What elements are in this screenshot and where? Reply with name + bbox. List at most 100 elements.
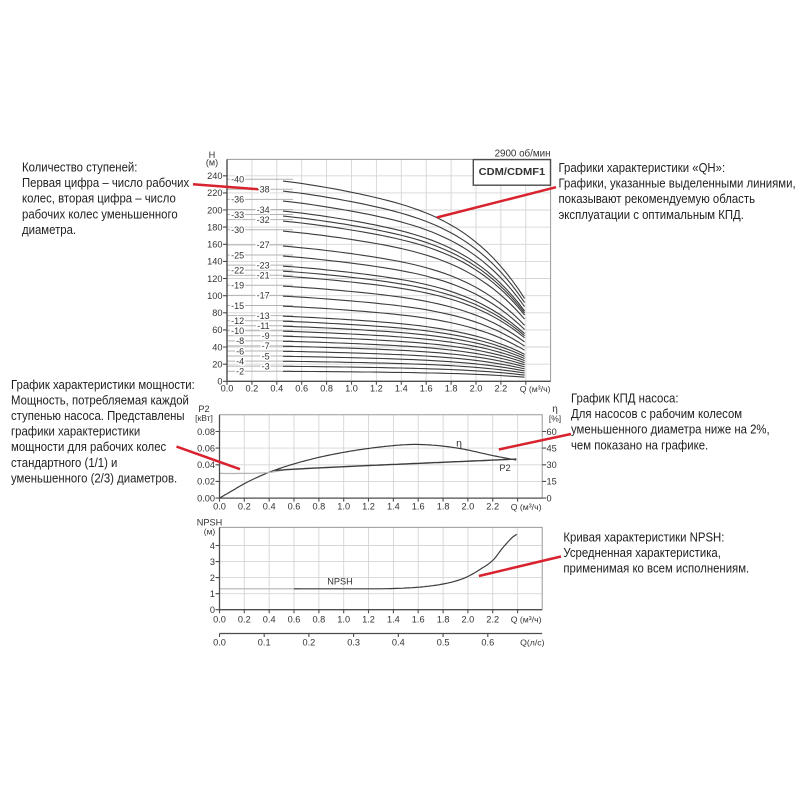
svg-text:1: 1 xyxy=(210,589,215,599)
svg-text:2.0: 2.0 xyxy=(462,614,475,624)
svg-text:(м): (м) xyxy=(206,157,218,167)
svg-text:-10: -10 xyxy=(231,326,244,336)
svg-text:-38: -38 xyxy=(257,185,270,195)
svg-text:2.2: 2.2 xyxy=(486,614,499,624)
svg-text:0.6: 0.6 xyxy=(295,384,308,394)
svg-text:уменьшенного (2/3) диаметров.: уменьшенного (2/3) диаметров. xyxy=(11,470,177,485)
svg-text:Q(л/с): Q(л/с) xyxy=(520,637,544,647)
svg-text:-15: -15 xyxy=(231,301,244,311)
svg-text:-5: -5 xyxy=(262,351,270,361)
svg-text:0.06: 0.06 xyxy=(197,443,215,453)
svg-text:NPSH: NPSH xyxy=(197,518,223,528)
svg-text:График характеристики мощности: График характеристики мощности: xyxy=(11,377,195,392)
svg-text:CDM/CDMF1: CDM/CDMF1 xyxy=(479,166,546,178)
svg-text:0.5: 0.5 xyxy=(437,637,450,647)
svg-text:0: 0 xyxy=(547,493,552,503)
svg-text:1.4: 1.4 xyxy=(395,384,408,394)
svg-text:-6: -6 xyxy=(236,346,244,356)
svg-text:-12: -12 xyxy=(231,316,244,326)
svg-text:0.8: 0.8 xyxy=(313,502,326,512)
svg-text:0.4: 0.4 xyxy=(263,614,276,624)
svg-text:1.4: 1.4 xyxy=(387,614,400,624)
svg-text:H: H xyxy=(209,150,216,160)
svg-text:Усредненная характеристика,: Усредненная характеристика, xyxy=(563,545,721,560)
svg-text:0.4: 0.4 xyxy=(263,502,276,512)
svg-text:15: 15 xyxy=(547,477,557,487)
svg-text:P2: P2 xyxy=(198,404,209,414)
svg-text:1.6: 1.6 xyxy=(420,384,433,394)
svg-text:-30: -30 xyxy=(231,225,244,235)
svg-text:-3: -3 xyxy=(262,361,270,371)
svg-text:0.08: 0.08 xyxy=(197,427,215,437)
svg-text:-23: -23 xyxy=(257,260,270,270)
svg-text:2.2: 2.2 xyxy=(486,502,499,512)
svg-text:Мощность, потребляемая каждой: Мощность, потребляемая каждой xyxy=(11,392,189,407)
svg-text:Q (м³/ч): Q (м³/ч) xyxy=(520,384,551,394)
svg-text:0.4: 0.4 xyxy=(392,637,405,647)
svg-text:1.6: 1.6 xyxy=(412,502,425,512)
svg-text:2.2: 2.2 xyxy=(495,384,508,394)
svg-text:-9: -9 xyxy=(262,331,270,341)
svg-text:показывают рекомендуемую облас: показывают рекомендуемую область xyxy=(559,191,756,206)
svg-text:η: η xyxy=(552,404,558,415)
svg-text:Графики, указанные выделенными: Графики, указанные выделенными линиями, xyxy=(559,176,796,191)
svg-text:200: 200 xyxy=(207,205,222,215)
svg-text:0.2: 0.2 xyxy=(246,384,259,394)
svg-text:1.2: 1.2 xyxy=(362,502,375,512)
svg-text:140: 140 xyxy=(207,257,222,267)
svg-text:1.8: 1.8 xyxy=(437,614,450,624)
svg-text:(м): (м) xyxy=(204,527,216,537)
svg-text:0.6: 0.6 xyxy=(288,502,301,512)
svg-text:1.2: 1.2 xyxy=(362,614,375,624)
svg-text:стандартного (1/1) и: стандартного (1/1) и xyxy=(11,455,117,470)
svg-text:диаметра.: диаметра. xyxy=(22,222,76,237)
svg-text:60: 60 xyxy=(212,325,222,335)
svg-text:-4: -4 xyxy=(236,356,244,366)
svg-text:-7: -7 xyxy=(262,341,270,351)
svg-text:[кВт]: [кВт] xyxy=(195,413,213,423)
svg-text:2: 2 xyxy=(210,573,215,583)
svg-text:0.0: 0.0 xyxy=(221,384,234,394)
svg-text:2.0: 2.0 xyxy=(470,384,483,394)
svg-text:График КПД насоса:: График КПД насоса: xyxy=(571,391,679,406)
svg-text:-27: -27 xyxy=(257,240,270,250)
svg-text:1.0: 1.0 xyxy=(337,502,350,512)
svg-text:1.2: 1.2 xyxy=(370,384,383,394)
svg-text:40: 40 xyxy=(212,342,222,352)
svg-text:-40: -40 xyxy=(231,175,244,185)
svg-text:1.6: 1.6 xyxy=(412,614,425,624)
svg-text:0.0: 0.0 xyxy=(213,502,226,512)
svg-text:применимая ко всем исполнениям: применимая ко всем исполнениям. xyxy=(563,561,749,576)
svg-text:[%]: [%] xyxy=(549,414,561,424)
svg-text:графики характеристики: графики характеристики xyxy=(11,424,140,439)
svg-text:1.8: 1.8 xyxy=(445,384,458,394)
svg-text:0.1: 0.1 xyxy=(258,637,271,647)
svg-text:240: 240 xyxy=(207,171,222,181)
svg-text:3: 3 xyxy=(210,557,215,567)
svg-text:чем показано на графике.: чем показано на графике. xyxy=(571,437,708,452)
svg-text:η: η xyxy=(456,438,462,450)
svg-text:20: 20 xyxy=(212,360,222,370)
svg-text:рабочих колес уменьшенного: рабочих колес уменьшенного xyxy=(22,206,178,221)
svg-text:0.2: 0.2 xyxy=(238,614,251,624)
svg-text:1.8: 1.8 xyxy=(437,502,450,512)
svg-text:4: 4 xyxy=(210,541,215,551)
svg-text:0.04: 0.04 xyxy=(197,460,215,470)
svg-text:0.2: 0.2 xyxy=(303,637,316,647)
svg-text:-25: -25 xyxy=(231,250,244,260)
svg-text:-19: -19 xyxy=(231,281,244,291)
svg-text:160: 160 xyxy=(207,240,222,250)
svg-text:колес, вторая цифра – число: колес, вторая цифра – число xyxy=(22,191,176,206)
svg-text:0.6: 0.6 xyxy=(481,637,494,647)
svg-text:-21: -21 xyxy=(257,271,270,281)
svg-text:Q (м³/ч): Q (м³/ч) xyxy=(511,614,542,624)
svg-text:мощности для рабочих колес: мощности для рабочих колес xyxy=(11,439,167,454)
svg-text:Первая цифра – число рабочих: Первая цифра – число рабочих xyxy=(22,175,190,190)
svg-text:-33: -33 xyxy=(231,210,244,220)
svg-text:100: 100 xyxy=(207,291,222,301)
svg-text:0.6: 0.6 xyxy=(288,614,301,624)
svg-text:-17: -17 xyxy=(257,291,270,301)
svg-text:уменьшенного диаметра ниже на: уменьшенного диаметра ниже на 2%, xyxy=(571,422,770,437)
svg-text:Для насосов с рабочим колесом: Для насосов с рабочим колесом xyxy=(571,406,742,421)
svg-text:0.4: 0.4 xyxy=(270,384,283,394)
